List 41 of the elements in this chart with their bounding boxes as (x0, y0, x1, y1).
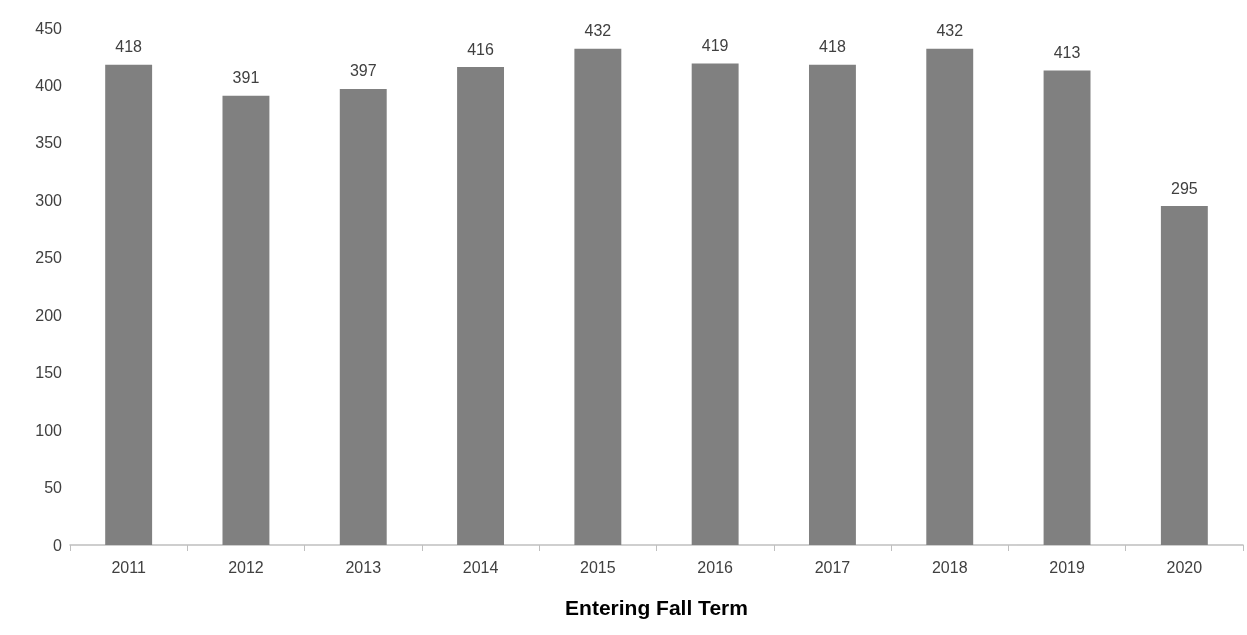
x-tick-label: 2019 (1049, 558, 1085, 576)
y-tick-label: 450 (35, 19, 63, 37)
bar (1043, 70, 1091, 545)
x-tick-label: 2014 (462, 558, 499, 576)
y-tick-label: 200 (35, 306, 63, 324)
x-tick-label: 2017 (814, 558, 851, 576)
data-label: 432 (584, 22, 612, 40)
y-tick-label: 400 (35, 76, 63, 94)
x-tick-label: 2013 (345, 558, 382, 576)
x-tick-label: 2018 (931, 558, 968, 576)
bar (926, 48, 974, 545)
y-tick-label: 300 (35, 191, 63, 209)
x-tick-label: 2011 (111, 558, 146, 576)
y-tick-label: 350 (35, 134, 63, 152)
y-tick-label: 50 (44, 479, 63, 497)
x-axis-title: Entering Fall Term (565, 596, 748, 619)
bar (105, 64, 153, 545)
data-label: 432 (936, 22, 964, 40)
data-label: 413 (1053, 44, 1081, 62)
bar (691, 63, 739, 545)
data-label: 418 (819, 38, 846, 56)
data-label: 419 (701, 37, 729, 55)
x-tick-label: 2016 (697, 558, 734, 576)
bar (1160, 206, 1208, 545)
bar (574, 48, 622, 545)
y-tick-label: 0 (53, 536, 63, 554)
data-label: 397 (349, 62, 377, 80)
bar (457, 67, 505, 545)
data-label: 391 (232, 69, 260, 87)
data-label: 418 (115, 38, 143, 56)
bar (339, 88, 387, 545)
data-label: 295 (1171, 179, 1198, 197)
y-tick-label: 250 (35, 249, 63, 267)
data-label: 416 (467, 40, 494, 58)
bar (808, 64, 856, 545)
y-tick-label: 150 (35, 364, 63, 382)
bar (222, 95, 270, 545)
x-tick-label: 2012 (228, 558, 264, 576)
x-tick-label: 2020 (1166, 558, 1203, 576)
y-tick-label: 100 (35, 421, 63, 439)
x-tick-label: 2015 (580, 558, 616, 576)
